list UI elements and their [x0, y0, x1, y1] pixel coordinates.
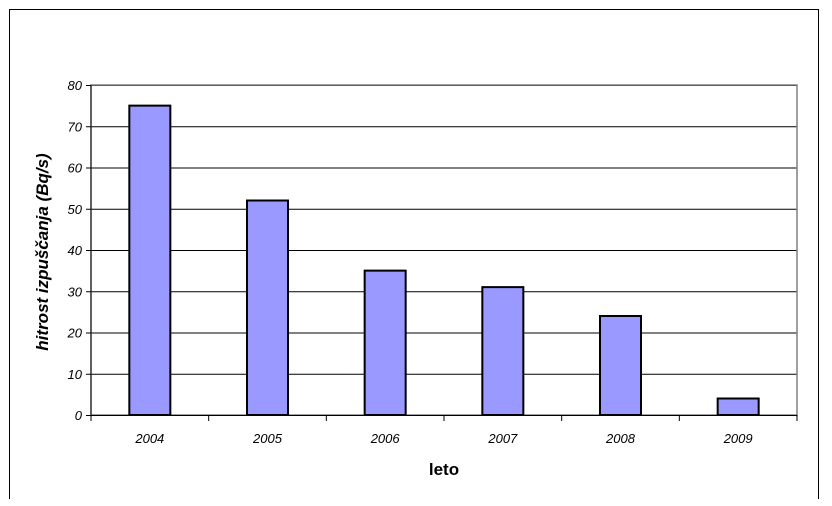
- y-tick-label: 0: [75, 408, 83, 423]
- x-axis-title: leto: [429, 460, 459, 479]
- y-tick-label: 30: [68, 284, 83, 299]
- y-axis-title: hitrost izpuščanja (Bq/s): [33, 153, 52, 351]
- x-tick-label: 2009: [723, 431, 753, 446]
- y-tick-label: 50: [68, 202, 83, 217]
- y-tick-label: 70: [68, 119, 83, 134]
- x-tick-label: 2006: [370, 431, 401, 446]
- y-tick-label: 10: [68, 367, 83, 382]
- x-tick-label: 2005: [252, 431, 283, 446]
- bar-2008: [599, 315, 642, 416]
- y-tick-label: 20: [67, 326, 83, 341]
- bars: [128, 104, 760, 416]
- bar-2004: [128, 104, 172, 416]
- x-tick-label: 2004: [134, 431, 164, 446]
- gridlines: [91, 85, 797, 375]
- y-tick-labels: 0 10 20 30 40 50 60 70 80: [67, 78, 83, 423]
- axes: [86, 85, 798, 421]
- bar-2005: [246, 199, 289, 416]
- bar-2007: [481, 286, 525, 416]
- bar-2009: [716, 397, 760, 416]
- y-tick-label: 80: [68, 78, 83, 93]
- x-tick-label: 2007: [487, 431, 518, 446]
- bar-2006: [363, 269, 407, 416]
- y-tick-label: 40: [68, 243, 83, 258]
- y-tick-label: 60: [68, 161, 83, 176]
- x-tick-labels: 2004 2005 2006 2007 2008 2009: [134, 431, 752, 446]
- x-tick-label: 2008: [605, 431, 636, 446]
